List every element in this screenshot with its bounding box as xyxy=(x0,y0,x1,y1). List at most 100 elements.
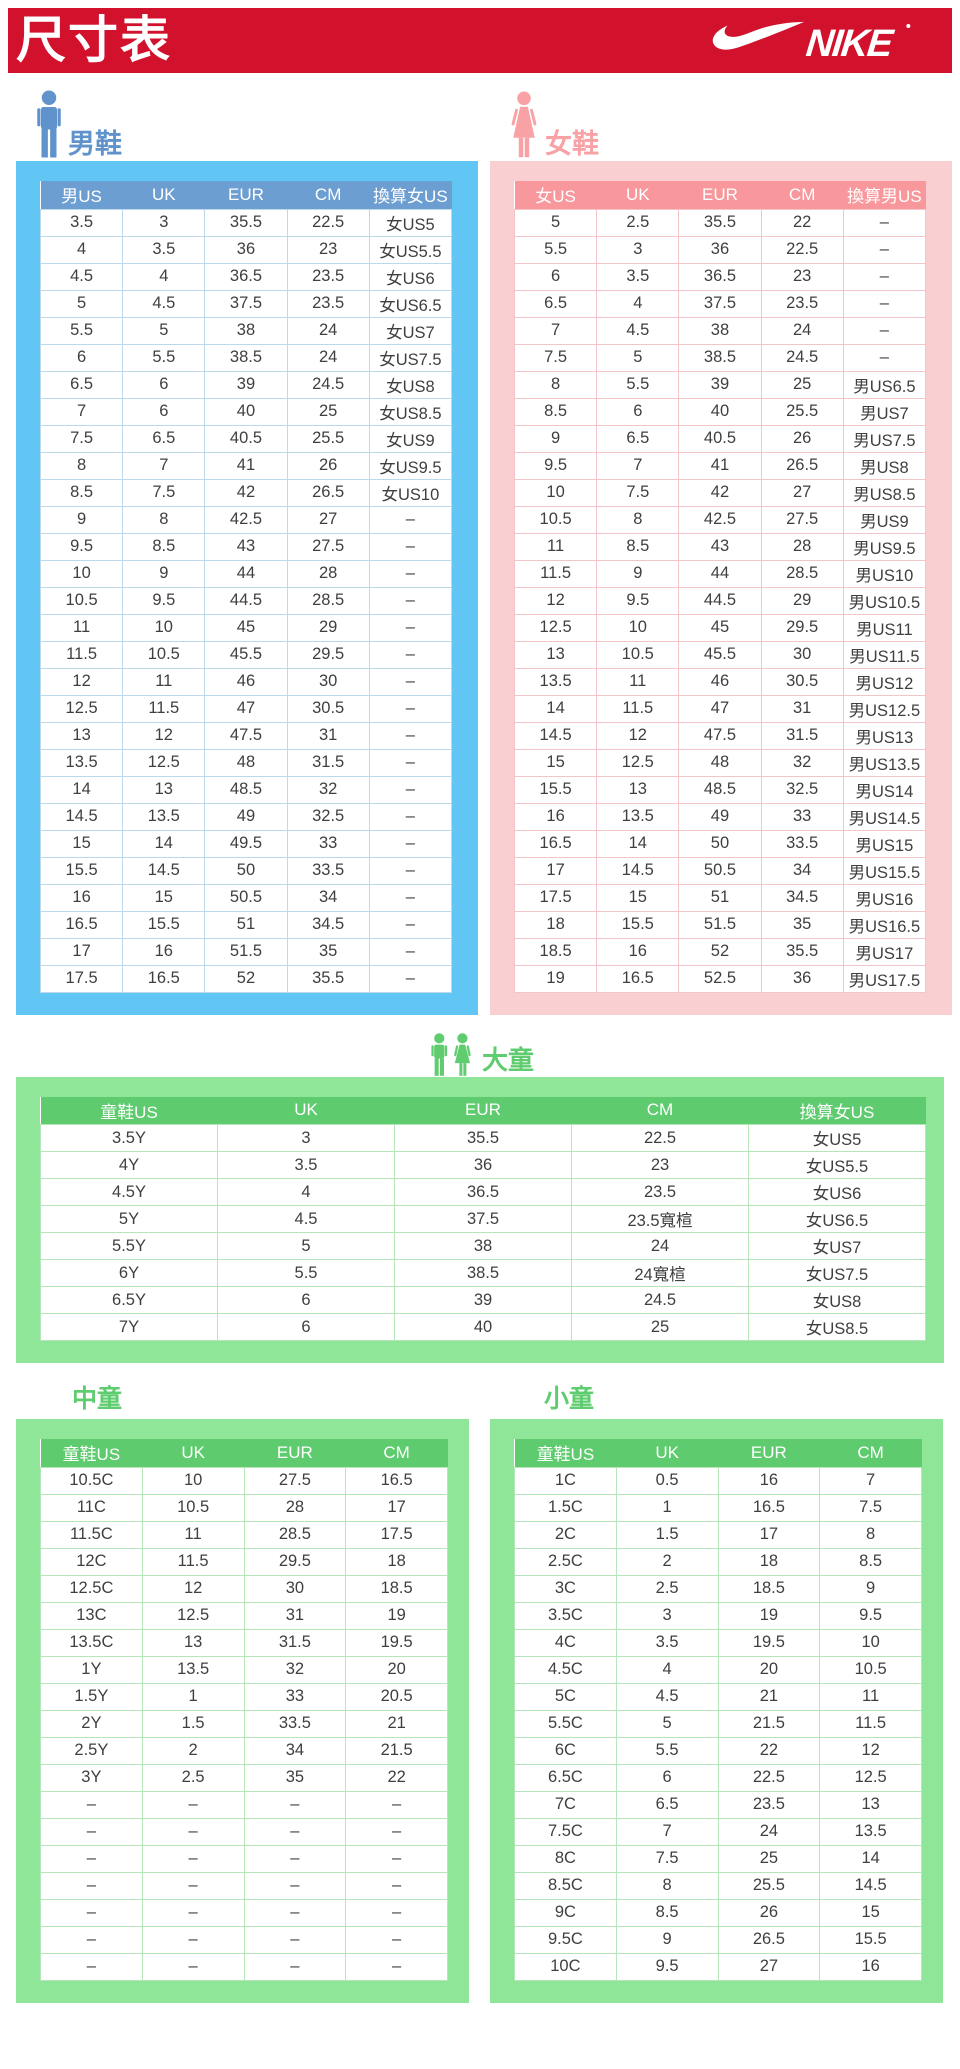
table-cell: 5 xyxy=(513,208,598,237)
table-row: 4 3.5 36 23 女US5.5 xyxy=(39,235,453,264)
table-cell: – xyxy=(345,1925,448,1954)
table-cell: 32 xyxy=(760,748,844,777)
table-cell: 16 xyxy=(122,937,206,966)
table-cell: 女US8.5 xyxy=(748,1313,926,1341)
table-cell: 25.5 xyxy=(286,424,370,453)
table-cell: 2 xyxy=(141,1736,245,1765)
table-cell: 29.5 xyxy=(243,1547,347,1576)
table-row: 6 3.5 36.5 23– xyxy=(513,262,927,291)
table-cell: 38.5 xyxy=(394,1259,572,1287)
table-cell: 6.5Y xyxy=(40,1286,218,1314)
table-row: 16.5 14 50 33.5 男US15 xyxy=(513,829,927,858)
table-row: 12.5 10 45 29.5 男US11 xyxy=(513,613,927,642)
table-cell: – xyxy=(368,721,453,750)
column-header: UK xyxy=(596,181,679,209)
table-cell: 女US8 xyxy=(748,1286,926,1314)
table-cell: – xyxy=(842,289,927,318)
table-cell: 10.5 xyxy=(596,640,680,669)
table-cell: 12 xyxy=(513,586,598,615)
table-cell: 12.5 xyxy=(513,613,598,642)
column-header: 童鞋US xyxy=(514,1439,617,1467)
mid-kids-size-panel: 童鞋US UK EUR CM 10.5C 10 27.5 16.5 11C 10.5 28 17 11.… xyxy=(16,1419,469,2003)
table-cell: 20.5 xyxy=(345,1682,448,1711)
table-cell: 12.5C xyxy=(40,1574,143,1603)
table-cell: 14 xyxy=(819,1844,922,1873)
table-cell: 40.5 xyxy=(678,424,762,453)
table-cell: 6 xyxy=(615,1763,719,1792)
table-cell: 26 xyxy=(760,424,844,453)
column-header: 童鞋US xyxy=(40,1439,143,1467)
table-cell: 6 xyxy=(513,262,598,291)
small-kids-size-table: 童鞋US UK EUR CM 1C 0.5 16 7 1.5C 1 16.5 7.5 2C 1.5 17 8 2… xyxy=(514,1439,922,1981)
table-cell: 男US16.5 xyxy=(842,910,927,939)
table-cell: 23.5 xyxy=(571,1178,749,1206)
table-cell: 21.5 xyxy=(717,1709,821,1738)
table-cell: 女US6.5 xyxy=(748,1205,926,1233)
table-cell: 3 xyxy=(122,208,206,237)
table-cell: 51.5 xyxy=(204,937,288,966)
table-cell: 42 xyxy=(204,478,288,507)
table-cell: 24寬楦 xyxy=(571,1259,749,1287)
table-cell: 16.5 xyxy=(39,910,124,939)
table-row: 18.5 16 52 35.5 男US17 xyxy=(513,937,927,966)
table-cell: 1 xyxy=(141,1682,245,1711)
table-cell: – xyxy=(40,1898,143,1927)
table-cell: 19.5 xyxy=(345,1628,448,1657)
table-cell: 2.5 xyxy=(615,1574,719,1603)
column-header: CM xyxy=(287,181,370,209)
table-cell: 24.5 xyxy=(760,343,844,372)
table-cell: 14.5 xyxy=(819,1871,922,1900)
table-cell: 13 xyxy=(39,721,124,750)
table-cell: 33 xyxy=(286,829,370,858)
table-cell: 14.5 xyxy=(513,721,598,750)
table-cell: 4.5 xyxy=(39,262,124,291)
table-cell: 40 xyxy=(204,397,288,426)
table-cell: 17.5 xyxy=(345,1520,448,1549)
table-row: 1.5Y 1 33 20.5 xyxy=(40,1682,448,1711)
table-cell: 5.5 xyxy=(615,1736,719,1765)
table-cell: 11.5 xyxy=(819,1709,922,1738)
table-row: 3.5 3 35.5 22.5 女US5 xyxy=(39,208,453,237)
table-cell: 男US15.5 xyxy=(842,856,927,885)
table-cell: – xyxy=(842,262,927,291)
table-row: 6.5 6 39 24.5 女US8 xyxy=(39,370,453,399)
table-cell: 23 xyxy=(286,235,370,264)
header-row: 童鞋US UK EUR CM xyxy=(514,1439,922,1467)
table-cell: 9.5 xyxy=(615,1952,719,1981)
mid-kids-section-label: 中童 xyxy=(72,1385,123,1413)
table-cell: 34 xyxy=(286,883,370,912)
table-cell: 7.5 xyxy=(819,1493,922,1522)
table-cell: – xyxy=(368,829,453,858)
table-cell: 5 xyxy=(39,289,124,318)
table-row: 7.5C 7 24 13.5 xyxy=(514,1817,922,1846)
column-header: CM xyxy=(819,1439,922,1467)
table-cell: 1.5 xyxy=(141,1709,245,1738)
column-header: UK xyxy=(616,1439,718,1467)
table-cell: 28 xyxy=(760,532,844,561)
table-cell: 17 xyxy=(513,856,598,885)
table-cell: 12 xyxy=(122,721,206,750)
table-cell: 8.5 xyxy=(513,397,598,426)
table-row: 5.5 5 38 24 女US7 xyxy=(39,316,453,345)
table-cell: 47 xyxy=(204,694,288,723)
table-cell: 13.5 xyxy=(513,667,598,696)
table-cell: 25 xyxy=(571,1313,749,1341)
table-cell: 15 xyxy=(513,748,598,777)
table-row: 7 6 40 25 女US8.5 xyxy=(39,397,453,426)
table-cell: 25.5 xyxy=(717,1871,821,1900)
table-cell: 15.5 xyxy=(819,1925,922,1954)
table-cell: 0.5 xyxy=(615,1466,719,1495)
table-cell: 24 xyxy=(286,343,370,372)
table-cell: 17 xyxy=(345,1493,448,1522)
table-cell: 12 xyxy=(39,667,124,696)
header-row: 女US UK EUR CM 換算男US xyxy=(514,181,926,209)
table-cell: 29 xyxy=(286,613,370,642)
table-cell: 28 xyxy=(243,1493,347,1522)
table-cell: 15.5 xyxy=(122,910,206,939)
table-cell: 32 xyxy=(286,775,370,804)
table-cell: 43 xyxy=(204,532,288,561)
table-row: 8 5.5 39 25 男US6.5 xyxy=(513,370,927,399)
table-cell: 37.5 xyxy=(394,1205,572,1233)
table-row: 16.5 15.5 51 34.5– xyxy=(39,910,453,939)
table-cell: 5.5 xyxy=(39,316,124,345)
